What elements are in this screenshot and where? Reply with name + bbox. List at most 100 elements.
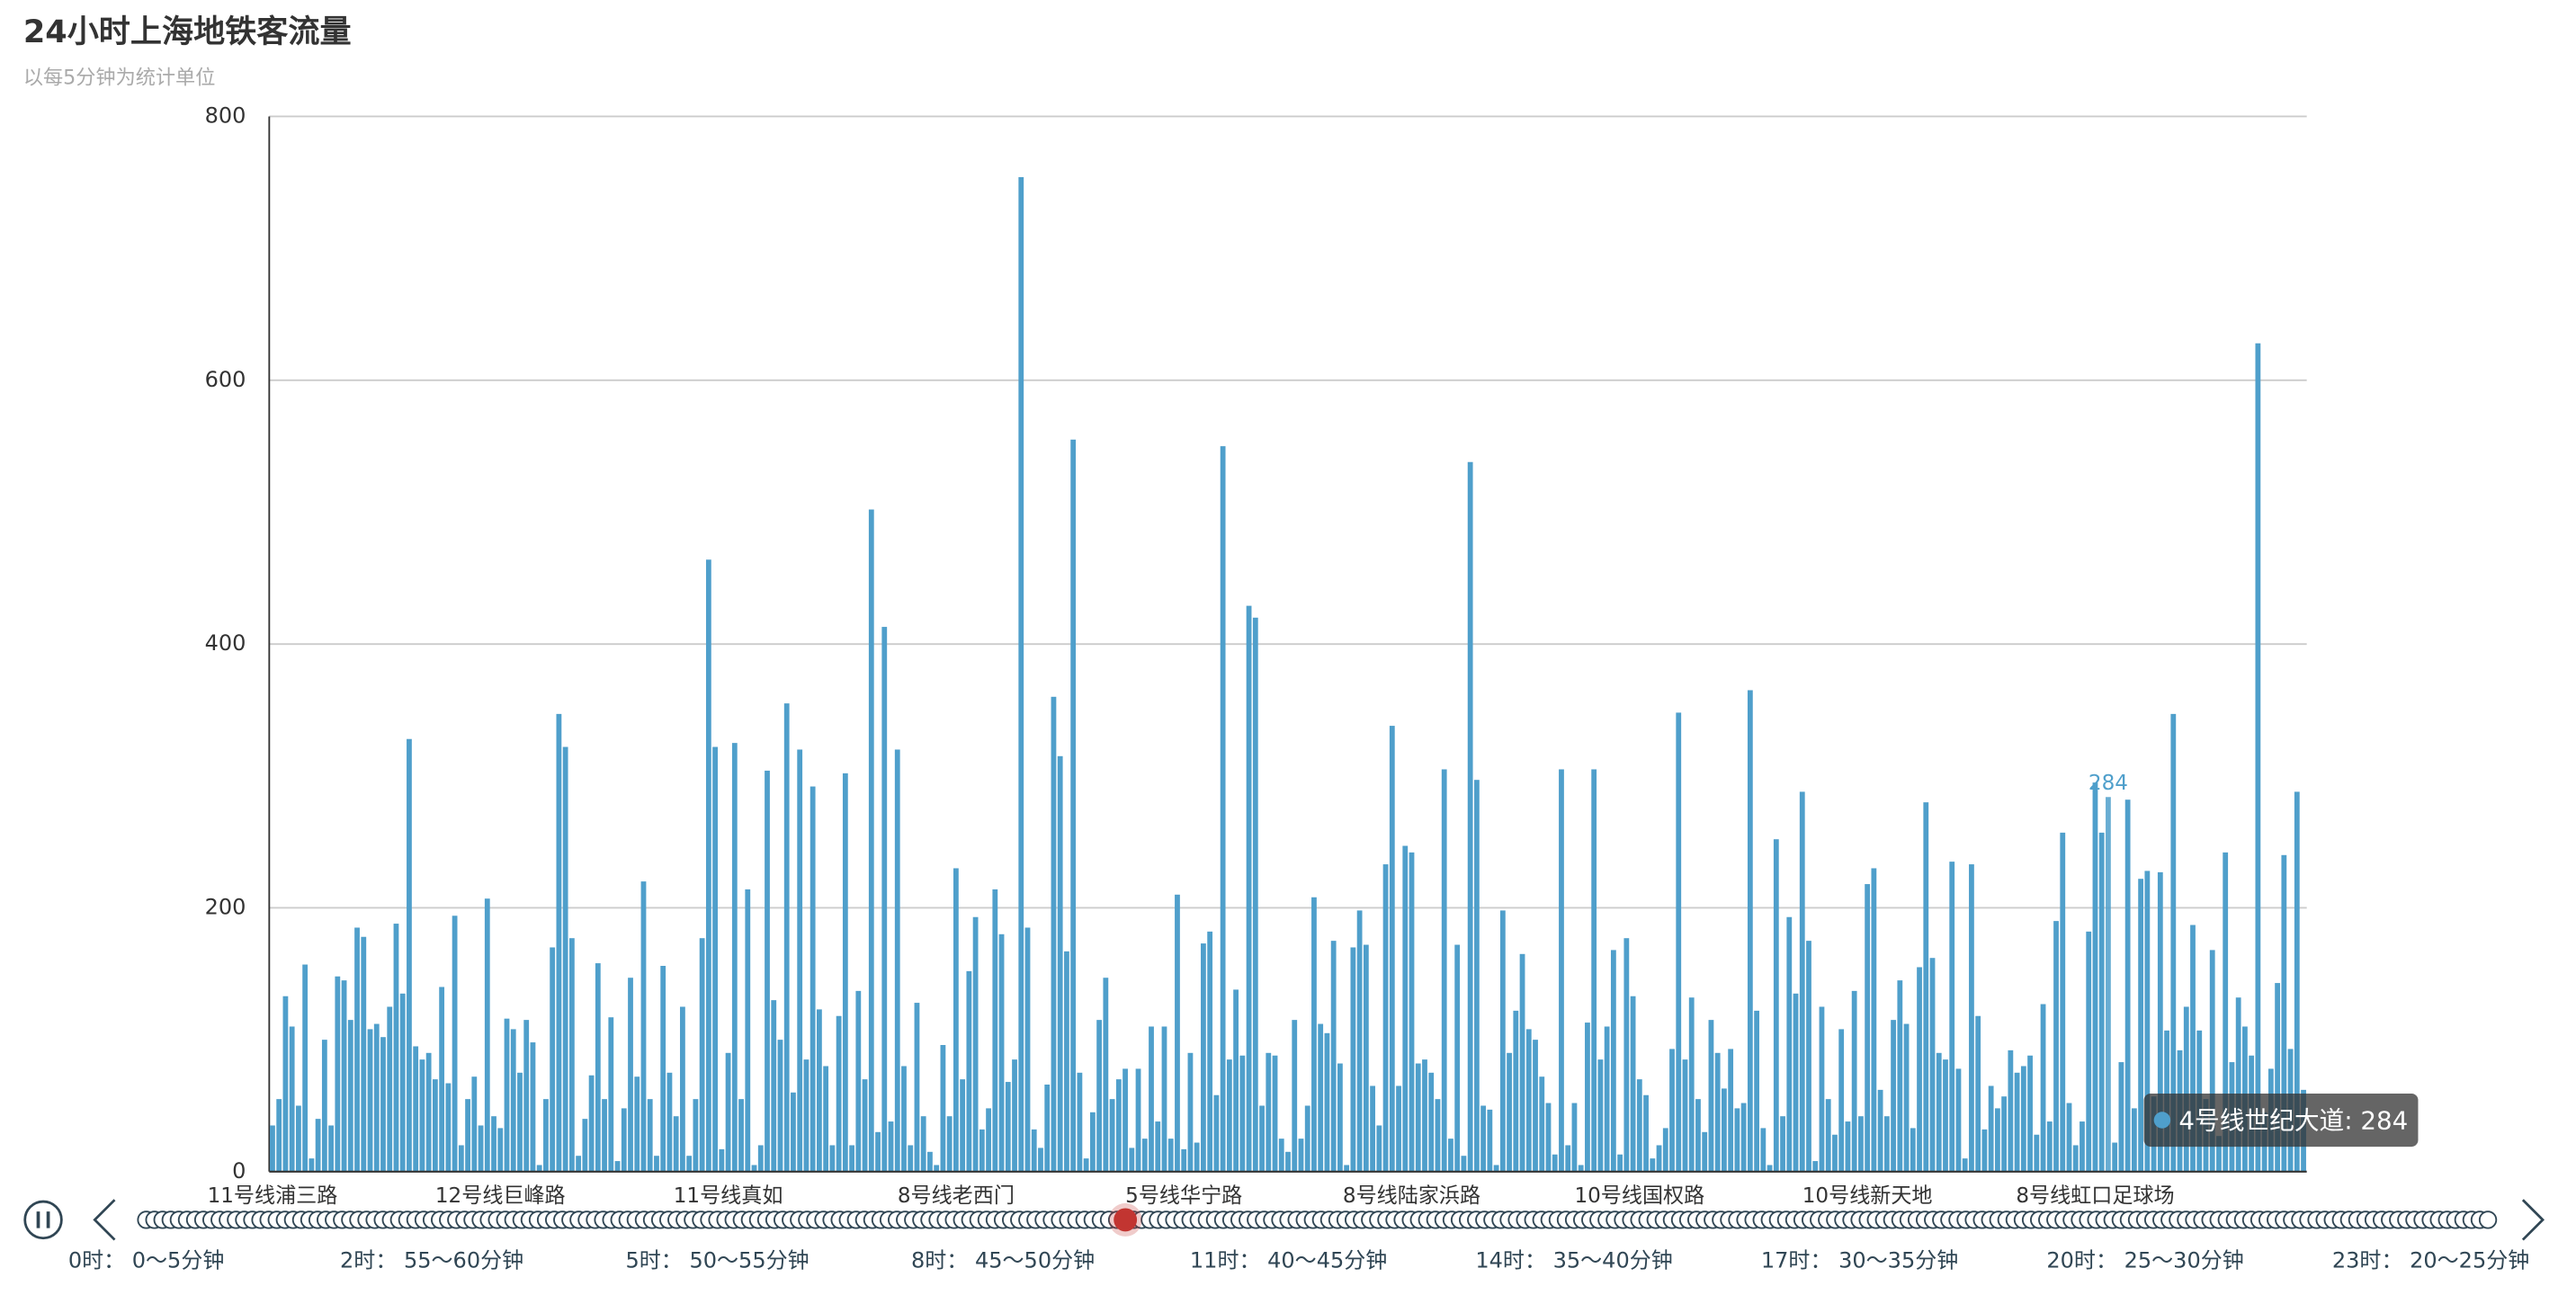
bar (1597, 1059, 1604, 1172)
bar (1370, 1085, 1375, 1172)
bar (1981, 1129, 1988, 1172)
tooltip-part: 284 (2360, 1105, 2408, 1135)
bar (1740, 1103, 1747, 1172)
bar (1747, 690, 1753, 1172)
tooltip-part: 4号线世纪大道 (2178, 1105, 2344, 1135)
bar (2060, 832, 2066, 1172)
bar (1278, 1139, 1284, 1172)
bar (1103, 978, 1109, 1172)
bar (328, 1125, 334, 1172)
bar (1272, 1055, 1278, 1172)
bar (1252, 617, 1258, 1172)
timeline-label: 17时： 30～35分钟 (1761, 1248, 1958, 1273)
bar (1031, 1129, 1037, 1172)
bar (1149, 1026, 1154, 1172)
bar (2106, 797, 2111, 1172)
bar (1539, 1076, 1545, 1172)
bar (1473, 780, 1480, 1172)
bar (1454, 944, 1461, 1172)
bar (2255, 343, 2261, 1172)
data-label: 284 (2089, 772, 2128, 795)
bar (1175, 894, 1180, 1172)
bar (1123, 1068, 1128, 1172)
bar (1226, 1059, 1232, 1172)
bar (576, 1156, 582, 1172)
bar (2014, 1072, 2020, 1172)
bar (1865, 884, 1871, 1172)
bar (452, 916, 458, 1172)
bar (979, 1129, 985, 1172)
prev-button[interactable] (93, 1199, 116, 1241)
bar (1949, 862, 1955, 1172)
bar (432, 1079, 438, 1172)
bar (712, 746, 718, 1172)
bar (1487, 1109, 1493, 1172)
bar (595, 963, 601, 1172)
bar (387, 1006, 393, 1172)
bar (1897, 980, 1903, 1172)
bar (1552, 1154, 1558, 1172)
play-button[interactable] (23, 1200, 63, 1240)
timeline-point[interactable] (2478, 1210, 2498, 1229)
bar (1507, 1052, 1512, 1172)
bar (341, 980, 347, 1172)
bar (1141, 1139, 1148, 1172)
bar (471, 1076, 478, 1172)
bar (2001, 1096, 2008, 1172)
x-tick-label: 10号线国权路 (1574, 1184, 1704, 1208)
bar (413, 1046, 419, 1172)
bar (2275, 983, 2280, 1172)
bar (1402, 845, 1409, 1172)
bar (1018, 176, 1024, 1172)
tooltip-marker (2153, 1112, 2171, 1129)
bar (1669, 1049, 1675, 1172)
x-tick-label: 10号线新天地 (1802, 1184, 1933, 1208)
bar (530, 1042, 536, 1172)
next-button[interactable] (2521, 1199, 2545, 1241)
bar (1129, 1148, 1135, 1172)
bar (2170, 713, 2177, 1172)
bar (1695, 1099, 1701, 1172)
bar (1858, 1116, 1864, 1172)
bar (1773, 839, 1779, 1172)
bar (829, 1145, 836, 1172)
bar (1493, 1165, 1499, 1172)
timeline-current (1114, 1208, 1138, 1232)
bar (901, 1066, 907, 1172)
bar (731, 743, 738, 1172)
bar (966, 970, 972, 1172)
bar (777, 1040, 783, 1172)
bar (2072, 1145, 2079, 1172)
bar (1656, 1145, 1662, 1172)
timeline-label: 20时： 25～30分钟 (2046, 1248, 2243, 1273)
bar (960, 1079, 966, 1172)
bar (823, 1066, 829, 1172)
bar (1819, 1006, 1825, 1172)
bar (523, 1020, 530, 1172)
timeline-label: 8时： 45～50分钟 (911, 1248, 1095, 1273)
bar (1610, 950, 1616, 1172)
y-tick-label: 400 (205, 630, 246, 656)
bar (654, 1156, 659, 1172)
bar (484, 898, 490, 1172)
bar (2118, 1062, 2124, 1172)
bar (1650, 1158, 1656, 1172)
bar (666, 1072, 673, 1172)
bar (621, 1108, 627, 1172)
bar (2020, 1066, 2026, 1172)
bar (2092, 782, 2098, 1172)
bar (407, 738, 412, 1172)
bar (1799, 791, 1805, 1172)
bar (393, 924, 399, 1172)
bar (2086, 931, 2092, 1172)
bar (1585, 1023, 1590, 1172)
timeline-label: 23时： 20～25分钟 (2332, 1248, 2529, 1273)
x-tick-label: 8号线老西门 (898, 1184, 1015, 1208)
bar (1480, 1105, 1487, 1172)
bar (920, 1116, 926, 1172)
bar (894, 749, 900, 1172)
bar (1838, 1029, 1845, 1172)
bar (1812, 1161, 1819, 1172)
bar (1643, 1094, 1649, 1172)
